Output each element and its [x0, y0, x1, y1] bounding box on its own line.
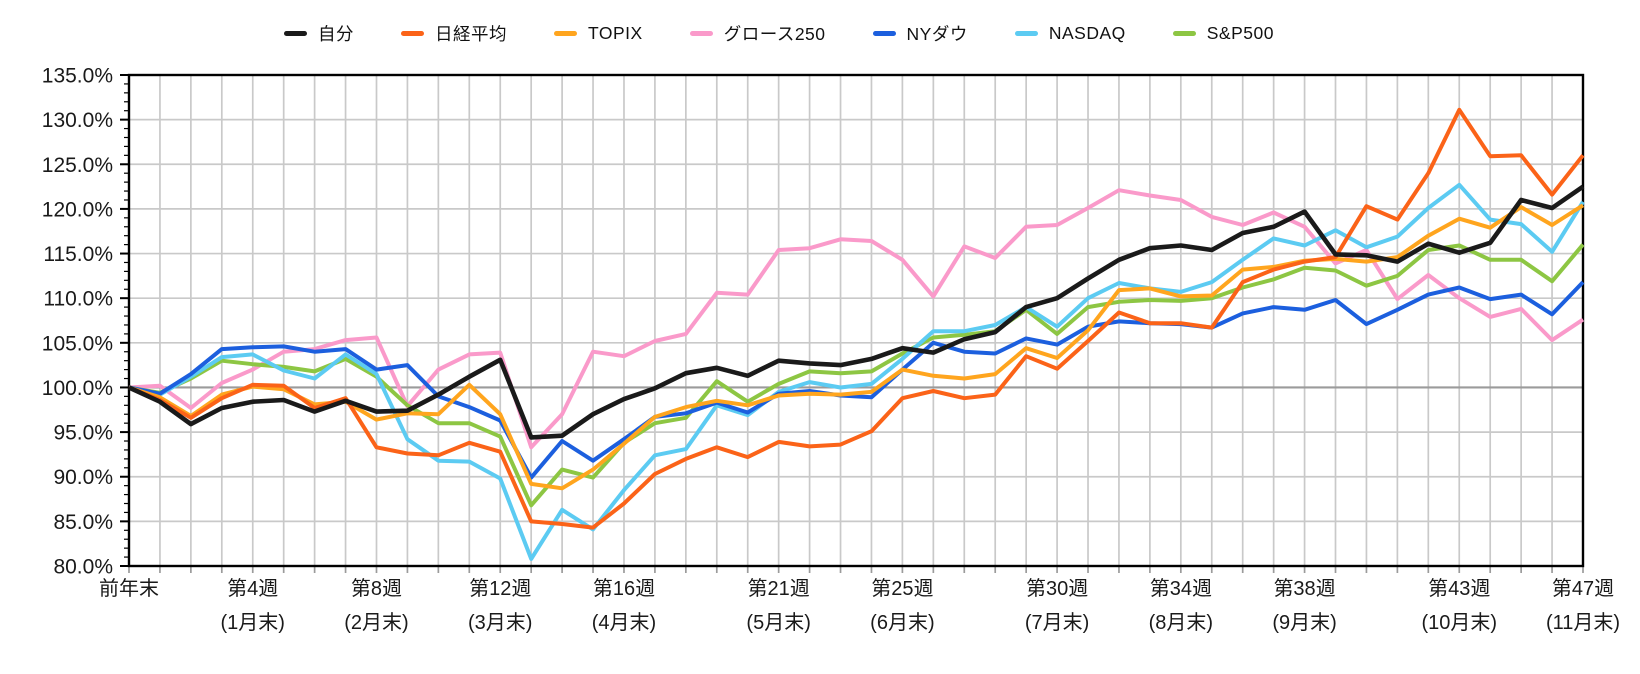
series-line-jibun: [128, 184, 1585, 440]
x-axis-label-month: (1月末): [221, 611, 285, 634]
x-axis-label-week: 第34週: [1150, 577, 1212, 600]
y-axis-label: 115.0%: [43, 243, 113, 266]
chart-legend: 自分 日経平均 TOPIX グロース250 NYダウ NASDAQ S&P500: [284, 21, 1274, 46]
legend-label-topix: TOPIX: [588, 23, 643, 43]
y-axis-label: 90.0%: [53, 466, 113, 489]
legend-swatch-growth250: [689, 31, 713, 36]
x-axis-label-week: 第43週: [1428, 577, 1490, 600]
x-axis-label-week: 第38週: [1273, 577, 1335, 600]
x-axis-label-week: 第12週: [469, 577, 531, 600]
legend-item-growth250: グロース250: [689, 21, 826, 46]
legend-label-nydow: NYダウ: [906, 24, 968, 44]
legend-label-sp500: S&P500: [1206, 23, 1274, 43]
legend-item-jibun: 自分: [284, 21, 354, 46]
x-axis-label-week: 前年末: [99, 577, 159, 600]
y-axis-label: 95.0%: [53, 422, 113, 445]
legend-item-nydow: NYダウ: [872, 21, 968, 46]
legend-swatch-nydow: [872, 31, 896, 36]
legend-label-jibun: 自分: [318, 24, 354, 44]
legend-item-topix: TOPIX: [554, 23, 643, 44]
legend-label-nasdaq: NASDAQ: [1048, 23, 1126, 43]
y-axis-label: 135.0%: [42, 65, 113, 88]
x-axis-label-month: (5月末): [746, 611, 810, 634]
legend-label-nikkei: 日経平均: [435, 24, 507, 44]
legend-swatch-nikkei: [401, 31, 424, 36]
series-line-sp500: [128, 243, 1585, 508]
legend-swatch-topix: [554, 31, 577, 36]
legend-item-sp500: S&P500: [1172, 23, 1274, 44]
legend-swatch-sp500: [1172, 31, 1196, 36]
x-axis-label-month: (7月末): [1025, 611, 1089, 634]
x-axis-label-week: 第21週: [748, 577, 810, 600]
series-line-nasdaq: [128, 182, 1585, 561]
y-axis-label: 110.0%: [43, 288, 113, 311]
legend-item-nasdaq: NASDAQ: [1014, 23, 1126, 44]
x-axis-label-month: (4月末): [592, 611, 656, 634]
x-axis-label-week: 第30週: [1026, 577, 1088, 600]
y-axis-label: 120.0%: [42, 198, 113, 221]
series-line-nydow: [128, 280, 1585, 480]
series-line-growth250: [128, 188, 1585, 450]
x-axis-label-month: (8月末): [1149, 611, 1213, 634]
x-axis-label-week: 第4週: [227, 577, 278, 600]
y-axis-label: 80.0%: [53, 556, 113, 579]
series-line-topix: [128, 203, 1585, 491]
x-axis-label-week: 第47週: [1552, 577, 1614, 600]
series-line-nikkei: [128, 107, 1585, 530]
x-axis-label-week: 第8週: [351, 577, 402, 600]
x-axis-label-month: (3月末): [468, 611, 532, 634]
y-axis-label: 100.0%: [42, 377, 113, 400]
y-axis-label: 85.0%: [53, 511, 113, 534]
y-axis-label: 105.0%: [42, 332, 113, 355]
x-axis-label-month: (2月末): [344, 611, 408, 634]
y-axis-label: 130.0%: [42, 109, 113, 132]
x-axis-label-week: 第25週: [871, 577, 933, 600]
y-axis-label: 125.0%: [42, 154, 113, 177]
x-axis-label-month: (11月末): [1546, 611, 1620, 634]
legend-swatch-jibun: [284, 31, 307, 36]
x-axis-label-week: 第16週: [593, 577, 655, 600]
legend-swatch-nasdaq: [1014, 31, 1038, 36]
legend-label-growth250: グロース250: [723, 24, 826, 44]
legend-item-nikkei: 日経平均: [401, 21, 507, 46]
x-axis-label-month: (9月末): [1272, 611, 1336, 634]
x-axis-label-month: (6月末): [870, 611, 934, 634]
x-axis-label-month: (10月末): [1421, 611, 1497, 634]
